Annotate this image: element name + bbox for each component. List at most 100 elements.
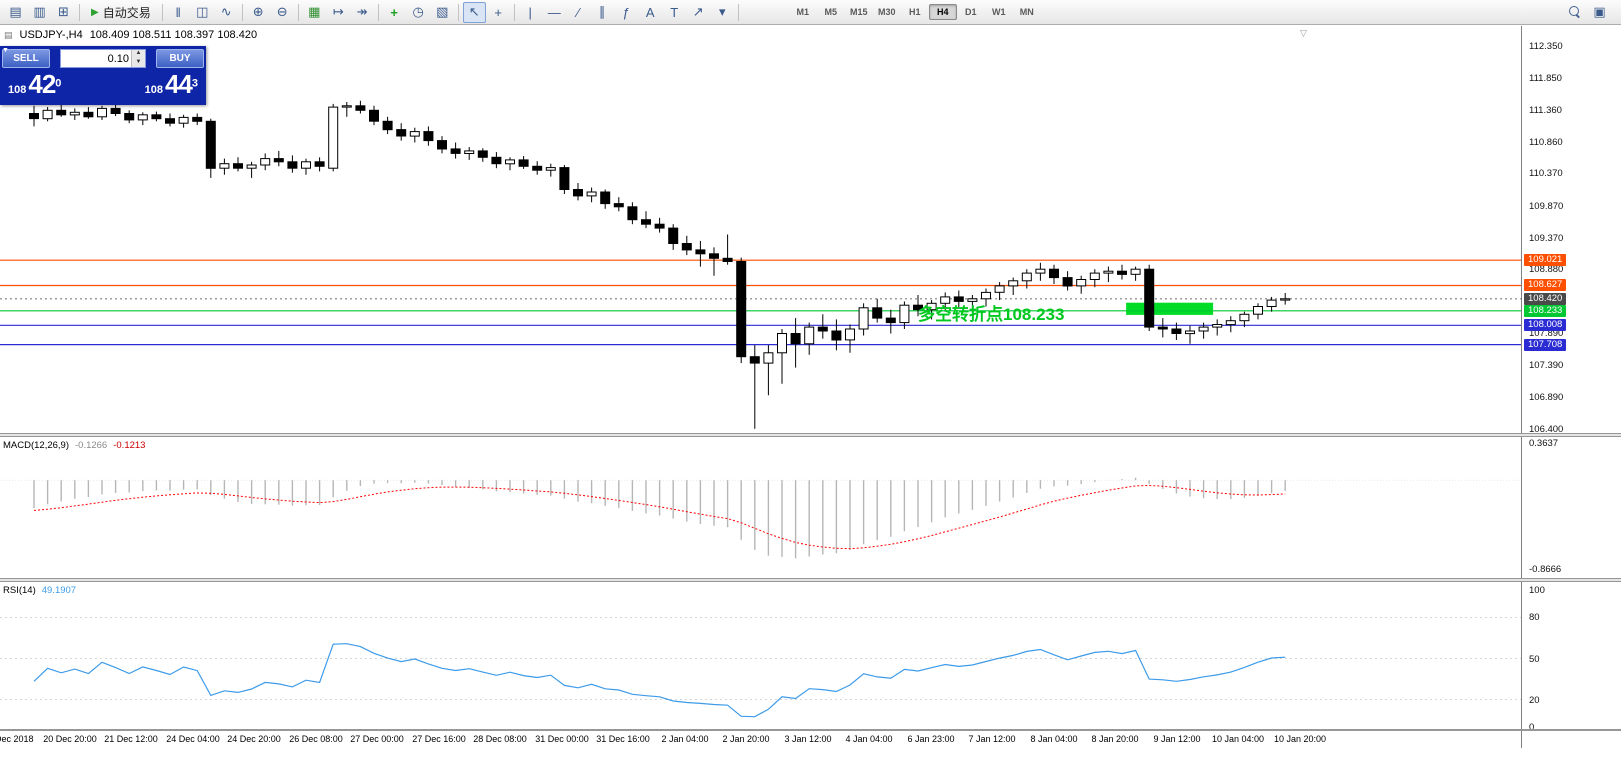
autotrading-button[interactable]: ▶ 自动交易 [84, 2, 158, 23]
text-icon[interactable]: A [645, 4, 655, 20]
price-tick: 110.860 [1529, 137, 1563, 148]
rsi-pane-svg[interactable] [0, 582, 1521, 729]
timeframe-h1[interactable]: H1 [908, 7, 921, 17]
buy-price: 108443 [144, 69, 198, 99]
timeframe-m30[interactable]: M30 [877, 7, 896, 17]
bar-chart-icon[interactable]: ‖ [175, 4, 181, 20]
volume-input[interactable] [61, 50, 131, 67]
time-label: 28 Dec 08:00 [473, 734, 527, 744]
arrows-icon[interactable]: ↗ [692, 4, 704, 19]
new-order-icon[interactable]: ⊞ [58, 4, 69, 19]
price-tick: 112.350 [1529, 41, 1563, 52]
dropdown-arrow-icon[interactable]: ▾ [718, 4, 726, 19]
pivot-annotation-text[interactable]: 多空转折点108.233 [918, 304, 1065, 324]
time-label: 4 Jan 04:00 [845, 734, 893, 744]
label-icon[interactable]: T [670, 4, 679, 20]
rsi-scale-tick: 100 [1529, 585, 1545, 596]
vertical-line-icon[interactable]: | [528, 4, 532, 20]
volume-down-icon[interactable]: ▼ [131, 58, 145, 67]
main-chart-svg[interactable] [0, 26, 1521, 433]
zoom-out-icon[interactable]: ⊖ [276, 4, 288, 19]
time-label: 6 Jan 23:00 [907, 734, 955, 744]
price-tag-108.233: 108.233 [1524, 305, 1567, 317]
timeframe-mn[interactable]: MN [1019, 7, 1034, 17]
quote-line: ▤ USDJPY-,H4 108.409 108.511 108.397 108… [4, 29, 257, 41]
candlestick-icon[interactable]: ◫ [196, 4, 209, 19]
price-tick: 108.880 [1529, 264, 1564, 275]
rsi-scale-tick: 80 [1529, 612, 1540, 623]
time-label: 2 Jan 20:00 [722, 734, 770, 744]
candles [29, 100, 1291, 429]
chart-shift-marker[interactable]: ▽ [1300, 28, 1307, 38]
time-label: 3 Jan 12:00 [784, 734, 832, 744]
axis-splitter[interactable] [0, 729, 1621, 731]
time-label: 24 Dec 04:00 [166, 734, 220, 744]
new-window-icon[interactable]: ▣ [1593, 4, 1606, 19]
time-label: 10 Jan 04:00 [1211, 734, 1265, 744]
profiles-icon[interactable]: ▥ [33, 4, 46, 19]
timeframe-m1[interactable]: M1 [796, 7, 809, 17]
timeframe-m5[interactable]: M5 [824, 7, 837, 17]
timeframe-toolbar: M1 M5 M15 M30 H1 H4 D1 W1 MN [789, 4, 1041, 20]
new-chart-icon[interactable]: ▤ [9, 4, 22, 19]
timeframe-h4[interactable]: H4 [928, 4, 957, 20]
search-icon[interactable] [1563, 2, 1586, 23]
time-axis[interactable]: 20 Dec 2018 20 Dec 20:00 21 Dec 12:00 24 De… [0, 731, 1521, 748]
line-chart-icon[interactable]: ∿ [220, 4, 232, 19]
time-label: 10 Jan 20:00 [1273, 734, 1327, 744]
macd-signal-line [33, 484, 1286, 550]
autotrading-label: 自动交易 [102, 5, 151, 20]
horizontal-line-icon[interactable]: — [547, 4, 561, 20]
price-tick: 109.870 [1529, 201, 1564, 212]
ohlc-values: 108.409 108.511 108.397 108.420 [89, 29, 258, 41]
rsi-line [33, 643, 1286, 718]
timeframe-m15[interactable]: M15 [849, 7, 868, 17]
toolbar-separator [737, 3, 739, 21]
crosshair-icon[interactable]: + [494, 4, 503, 20]
toolbar-right-group: ▣ [1563, 2, 1617, 23]
rsi-scale-tick: 20 [1529, 695, 1540, 706]
macd-histogram [33, 477, 1286, 559]
timeframe-w1[interactable]: W1 [991, 7, 1006, 17]
panel-collapse-icon[interactable]: ▼ [2, 47, 9, 54]
time-label: 9 Jan 12:00 [1153, 734, 1201, 744]
channel-icon[interactable]: ∥ [598, 4, 606, 19]
rsi-scale-tick: 0 [1529, 722, 1535, 733]
price-tag-108.627: 108.627 [1524, 279, 1567, 291]
macd-label: MACD(12,26,9) -0.1266 -0.1213 [3, 440, 146, 451]
price-tag-108.008: 108.008 [1524, 319, 1567, 331]
auto-scroll-icon[interactable]: ↦ [332, 4, 344, 19]
templates-icon[interactable]: ▧ [436, 4, 449, 19]
sell-price: 108420 [8, 69, 62, 99]
time-label: 27 Dec 16:00 [412, 734, 466, 744]
chart-shift-icon[interactable]: ↠ [356, 4, 368, 19]
pane-splitter[interactable] [0, 433, 1621, 437]
indicators-icon[interactable]: + [390, 4, 399, 20]
price-tag-108.420: 108.420 [1524, 293, 1567, 305]
price-tag-109.021: 109.021 [1524, 254, 1567, 266]
cursor-icon[interactable]: ↖ [462, 1, 486, 23]
pane-splitter[interactable] [0, 578, 1621, 582]
price-scale[interactable]: 112.350 111.850 111.360 110.860 110.370 109.8… [1521, 26, 1621, 748]
buy-button[interactable]: BUY [156, 49, 204, 68]
time-label: 27 Dec 00:00 [350, 734, 404, 744]
time-label: 20 Dec 2018 [0, 734, 34, 744]
macd-scale-tick: 0.3637 [1529, 438, 1559, 449]
time-label: 31 Dec 16:00 [596, 734, 650, 744]
macd-pane-svg[interactable] [0, 437, 1521, 578]
timeframe-d1[interactable]: D1 [964, 7, 977, 17]
time-label: 26 Dec 08:00 [289, 734, 343, 744]
time-label: 24 Dec 20:00 [227, 734, 281, 744]
grid-icon[interactable]: ▦ [308, 4, 321, 19]
fibonacci-icon[interactable]: ƒ [622, 4, 630, 20]
price-tick: 107.890 [1529, 328, 1564, 339]
zoom-in-icon[interactable]: ⊕ [252, 4, 264, 19]
sell-button[interactable]: SELL [2, 49, 50, 68]
volume-up-icon[interactable]: ▲ [131, 50, 145, 59]
periods-icon[interactable]: ◷ [412, 4, 424, 19]
price-tick: 109.370 [1529, 233, 1564, 244]
toolbar-separator [457, 3, 459, 21]
price-tick: 110.370 [1529, 168, 1563, 179]
toolbar-separator [161, 3, 163, 21]
trendline-icon[interactable]: ∕ [577, 4, 580, 20]
